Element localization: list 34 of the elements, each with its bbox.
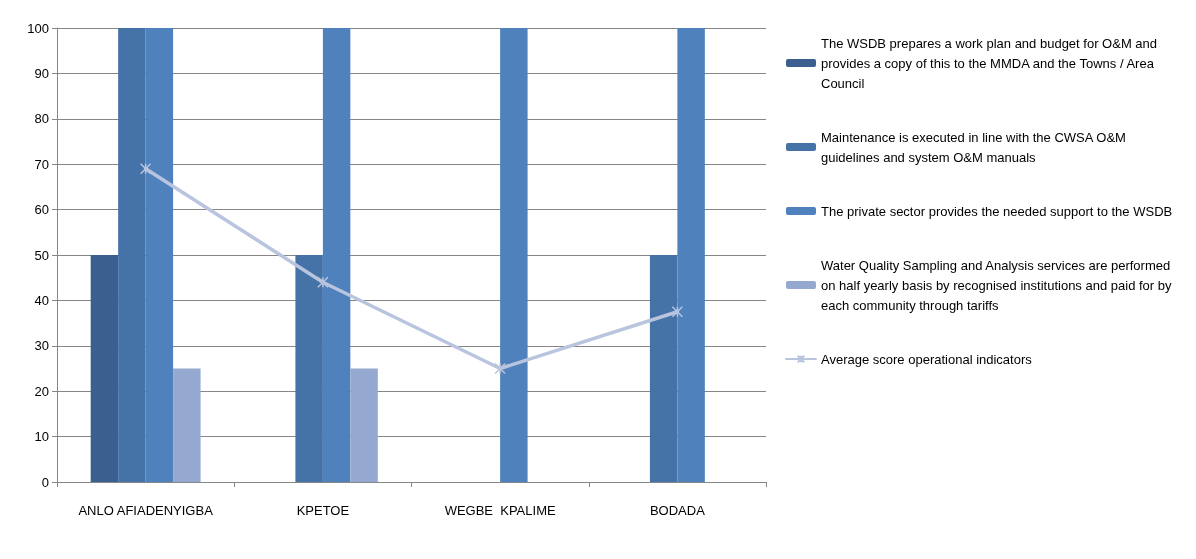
- bar: [145, 28, 174, 482]
- y-tick-label: 70: [34, 156, 49, 172]
- bar: [173, 368, 201, 482]
- legend-label: Average score operational indicators: [821, 351, 1033, 367]
- y-tick-label: 60: [34, 202, 49, 218]
- bar: [118, 28, 146, 482]
- y-tick-label: 30: [34, 338, 49, 354]
- bar: [350, 368, 378, 482]
- y-tick-label: 80: [34, 111, 49, 127]
- point: [494, 362, 506, 375]
- y-tick-label: 40: [34, 292, 49, 308]
- x-tick-label: KPETOE: [296, 503, 350, 518]
- bar: [677, 28, 705, 482]
- legend-label: The WSDB prepares a work plan and budget for O&M and provides a copy of this to the MMDA and the Towns / Area Council: [821, 35, 1161, 91]
- y-tick-label: 0: [41, 474, 49, 490]
- point: [139, 162, 152, 175]
- y-tick-label: 90: [34, 65, 49, 81]
- bar: [322, 28, 351, 482]
- x-tick-label: WEGBE KPALIME: [444, 503, 556, 518]
- y-tick-label: 100: [27, 20, 49, 36]
- bar: [90, 255, 119, 482]
- legend-label: Maintenance is executed in line with the CWSA O&M guidelines and system O&M manuals: [821, 129, 1130, 165]
- point: [671, 306, 684, 318]
- x-tick-label: BODADA: [649, 503, 706, 518]
- x-tick-label: ANLO AFIADENYIGBA: [78, 503, 214, 518]
- bar: [649, 255, 678, 482]
- legend-label: The private sector provides the needed support to the WSDB: [821, 203, 1173, 219]
- y-tick-label: 20: [34, 383, 49, 399]
- bar: [295, 255, 323, 482]
- y-tick-label: 10: [34, 429, 49, 445]
- point: [317, 276, 329, 288]
- y-tick-label: 50: [34, 247, 49, 263]
- legend-label: Water Quality Sampling and Analysis services are performed on half yearly basis by recognised institutions and paid for by each community through tariffs: [821, 257, 1176, 313]
- bar: [500, 28, 528, 482]
